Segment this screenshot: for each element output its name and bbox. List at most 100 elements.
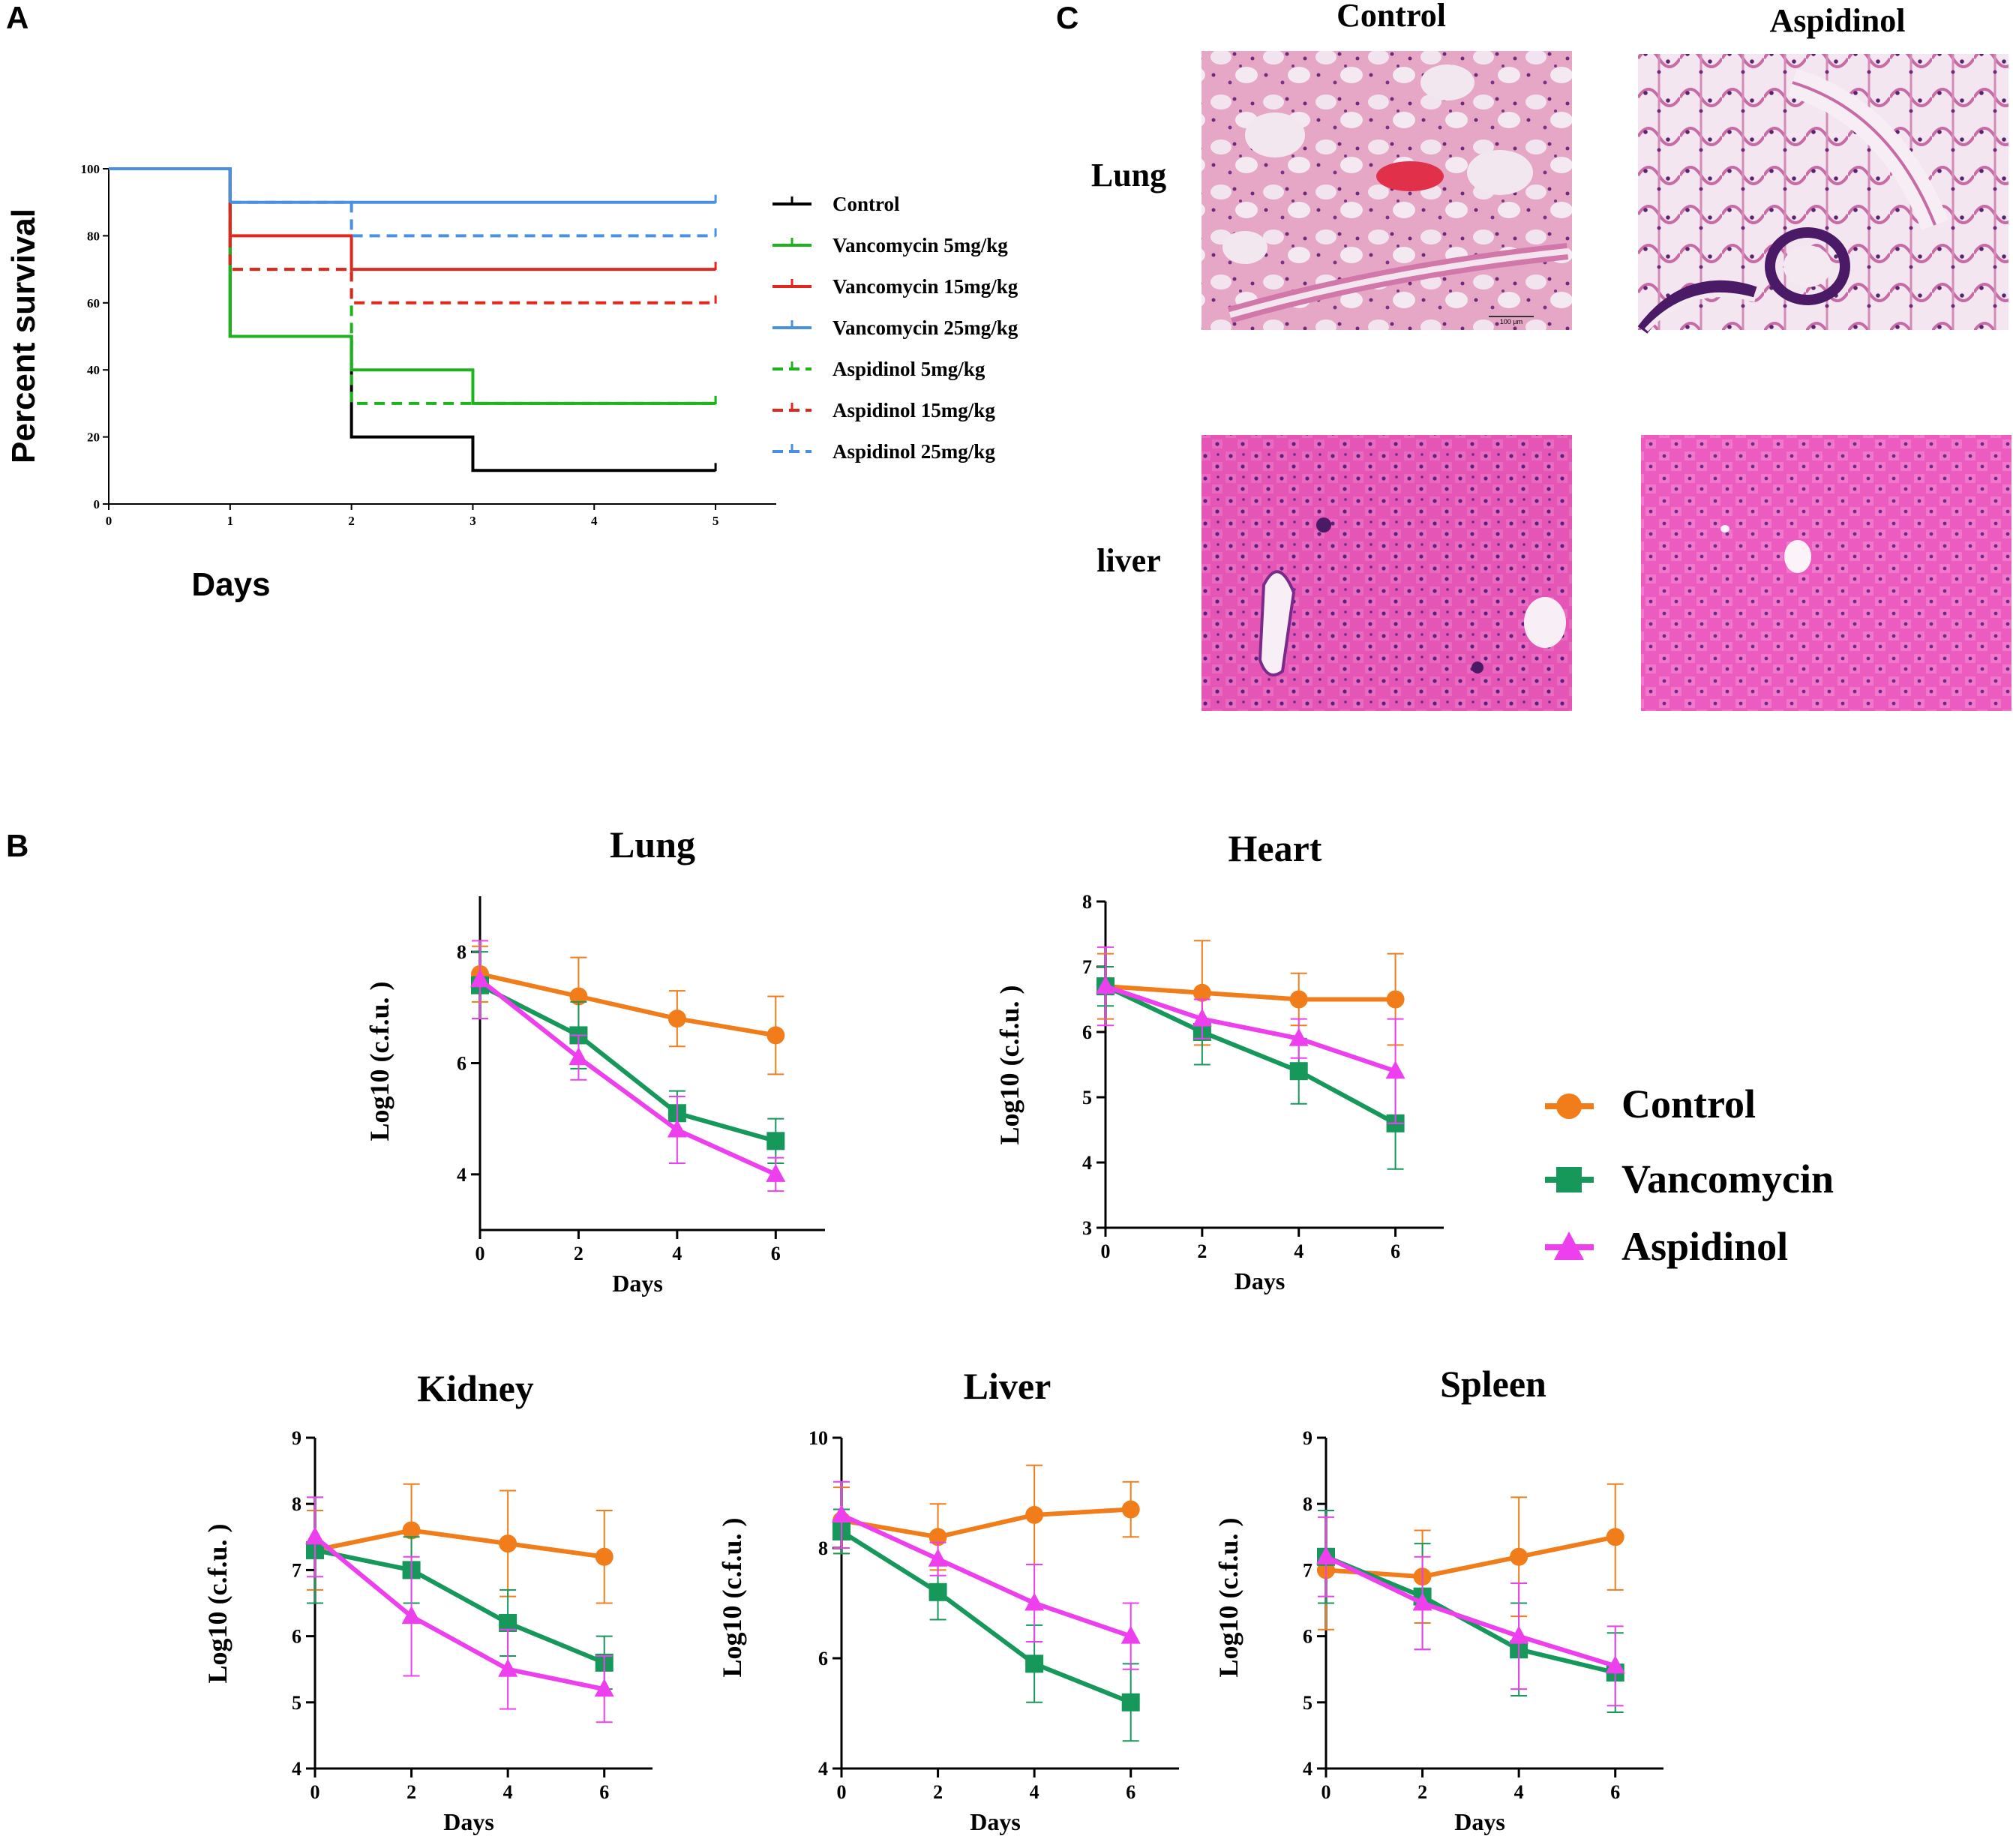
point-aspidinol-kidney (401, 1606, 422, 1624)
series-line-control-heart (1105, 984, 1396, 1002)
cfu-charts: Lung 4 6 8 0 2 4 6 Days Log10 (c.f.u. ) Heart 3 4 5 6 7… (202, 824, 1664, 1835)
chart-liver: Liver 4 6 8 10 0 2 4 6 Days Log10 (c.f.u. ) (717, 1365, 1179, 1835)
point-control-kidney (499, 1534, 518, 1553)
histology-lung-control: 100 µm (1202, 51, 1572, 330)
chart-spleen: Spleen 4 5 6 7 8 9 0 2 4 6 Days Log10 (c.f.u. ) (1214, 1363, 1664, 1835)
chart-kidney: Kidney 4 5 6 7 8 9 0 2 4 6 Days Log10 (c.f.u. ) (202, 1367, 652, 1835)
survival-x-tick-label: 0 (106, 514, 112, 528)
point-aspidinol-liver (928, 1548, 948, 1567)
y-tick-label-heart: 7 (1082, 956, 1092, 978)
histology-col-aspidinol: Aspidinol (1770, 2, 1906, 39)
panel-label-c: C (1056, 0, 1078, 35)
point-control-kidney (595, 1547, 614, 1566)
survival-series-vancomycin-25mg-kg (109, 167, 716, 204)
survival-y-tick-label: 40 (87, 363, 100, 377)
legend-label-aspidinol: Aspidinol (1622, 1224, 1788, 1269)
x-tick-label-heart: 0 (1101, 1240, 1111, 1262)
point-aspidinol-heart (1192, 1008, 1212, 1027)
histology-col-control: Control (1336, 0, 1446, 34)
point-vancomycin-lung (766, 1132, 785, 1150)
chart-title-lung: Lung (610, 824, 695, 866)
point-aspidinol-lung (470, 969, 490, 988)
chart-heart: Heart 3 4 5 6 7 8 0 2 4 6 Days Log10 (c.f.u. ) (994, 827, 1444, 1294)
point-vancomycin-liver (1121, 1693, 1140, 1712)
point-aspidinol-kidney (594, 1678, 614, 1697)
survival-x-tick-label: 4 (591, 514, 598, 528)
y-tick-label-liver: 10 (808, 1427, 828, 1449)
survival-chart: 0 20 40 60 80 100 0 1 2 3 4 5 Days Percent survival Co… (5, 162, 1018, 603)
x-tick-label-liver: 4 (1030, 1781, 1040, 1803)
y-tick-label-lung: 8 (457, 941, 466, 963)
chart-title-liver: Liver (964, 1365, 1052, 1407)
x-tick-label-spleen: 4 (1514, 1781, 1524, 1803)
point-vancomycin-liver (1025, 1654, 1044, 1673)
point-aspidinol-spleen (1605, 1655, 1625, 1674)
x-label-heart: Days (1234, 1268, 1286, 1294)
point-vancomycin-liver (928, 1582, 947, 1601)
x-tick-label-lung: 4 (672, 1243, 682, 1264)
chart-lung: Lung 4 6 8 0 2 4 6 Days Log10 (c.f.u. ) (364, 824, 825, 1297)
chart-title-spleen: Spleen (1440, 1363, 1546, 1405)
series-line-vancomycin-spleen (1324, 1554, 1616, 1676)
series-line-aspidinol-lung (478, 977, 777, 1177)
series-line-control-kidney (314, 1528, 605, 1559)
histology-row-lung: Lung (1091, 157, 1166, 194)
survival-x-tick-label: 3 (470, 514, 476, 528)
legend-marker-vancomycin (1556, 1167, 1582, 1192)
x-tick-label-lung: 0 (476, 1243, 485, 1264)
y-tick-label-liver: 4 (818, 1758, 828, 1780)
survival-legend-label: Vancomycin 25mg/kg (832, 316, 1018, 339)
y-tick-label-spleen: 9 (1303, 1427, 1312, 1449)
legend-marker-control (1556, 1094, 1582, 1119)
survival-y-label: Percent survival (5, 208, 42, 464)
x-tick-label-kidney: 0 (310, 1781, 320, 1803)
y-tick-label-kidney: 5 (292, 1692, 302, 1714)
survival-x-tick-label: 5 (712, 514, 719, 528)
y-tick-label-kidney: 7 (292, 1559, 302, 1581)
y-tick-label-heart: 6 (1082, 1022, 1092, 1043)
point-control-heart (1386, 990, 1405, 1009)
series-line-vancomycin-kidney (314, 1548, 605, 1665)
point-aspidinol-lung (667, 1119, 687, 1138)
y-tick-label-spleen: 4 (1303, 1758, 1312, 1780)
survival-legend-label: Aspidinol 5mg/kg (832, 358, 986, 380)
y-tick-label-spleen: 7 (1303, 1559, 1312, 1581)
series-line-aspidinol-heart (1105, 984, 1396, 1074)
point-aspidinol-lung (568, 1047, 589, 1066)
survival-y-tick-label: 20 (87, 430, 100, 445)
survival-legend-label: Aspidinol 25mg/kg (832, 440, 995, 463)
point-control-lung (668, 1010, 686, 1028)
y-tick-label-spleen: 5 (1303, 1692, 1312, 1714)
x-tick-label-kidney: 4 (503, 1781, 513, 1803)
x-tick-label-spleen: 2 (1418, 1781, 1427, 1803)
point-aspidinol-heart (1288, 1028, 1309, 1046)
histology-lung-aspidinol (1637, 54, 2008, 334)
x-tick-label-heart: 4 (1294, 1240, 1304, 1262)
series-line-control-spleen (1325, 1534, 1616, 1580)
series-line-aspidinol-liver (840, 1513, 1132, 1639)
survival-x-tick-label: 2 (348, 514, 355, 528)
y-label-lung: Log10 (c.f.u. ) (364, 982, 394, 1142)
x-tick-label-lung: 6 (771, 1243, 781, 1264)
chart-title-heart: Heart (1228, 827, 1322, 869)
survival-x-tick-label: 1 (227, 514, 234, 528)
y-tick-label-heart: 3 (1082, 1217, 1092, 1239)
survival-legend-label: Control (832, 193, 900, 215)
y-tick-label-kidney: 9 (292, 1427, 302, 1449)
survival-legend-label: Aspidinol 15mg/kg (832, 399, 995, 422)
point-control-spleen (1510, 1547, 1528, 1566)
y-tick-label-heart: 4 (1082, 1152, 1092, 1174)
series-line-control-liver (841, 1507, 1131, 1540)
x-tick-label-lung: 2 (574, 1243, 584, 1264)
series-line-aspidinol-kidney (314, 1534, 605, 1692)
x-tick-label-kidney: 2 (406, 1781, 416, 1803)
y-tick-label-kidney: 6 (292, 1626, 302, 1648)
survival-legend-label: Vancomycin 5mg/kg (832, 234, 1008, 256)
histology-row-liver: liver (1096, 542, 1161, 579)
survival-x-label: Days (191, 566, 270, 603)
y-tick-label-spleen: 8 (1303, 1493, 1312, 1515)
x-label-lung: Days (612, 1270, 663, 1297)
point-control-lung (766, 1026, 785, 1045)
x-tick-label-heart: 6 (1390, 1240, 1400, 1262)
